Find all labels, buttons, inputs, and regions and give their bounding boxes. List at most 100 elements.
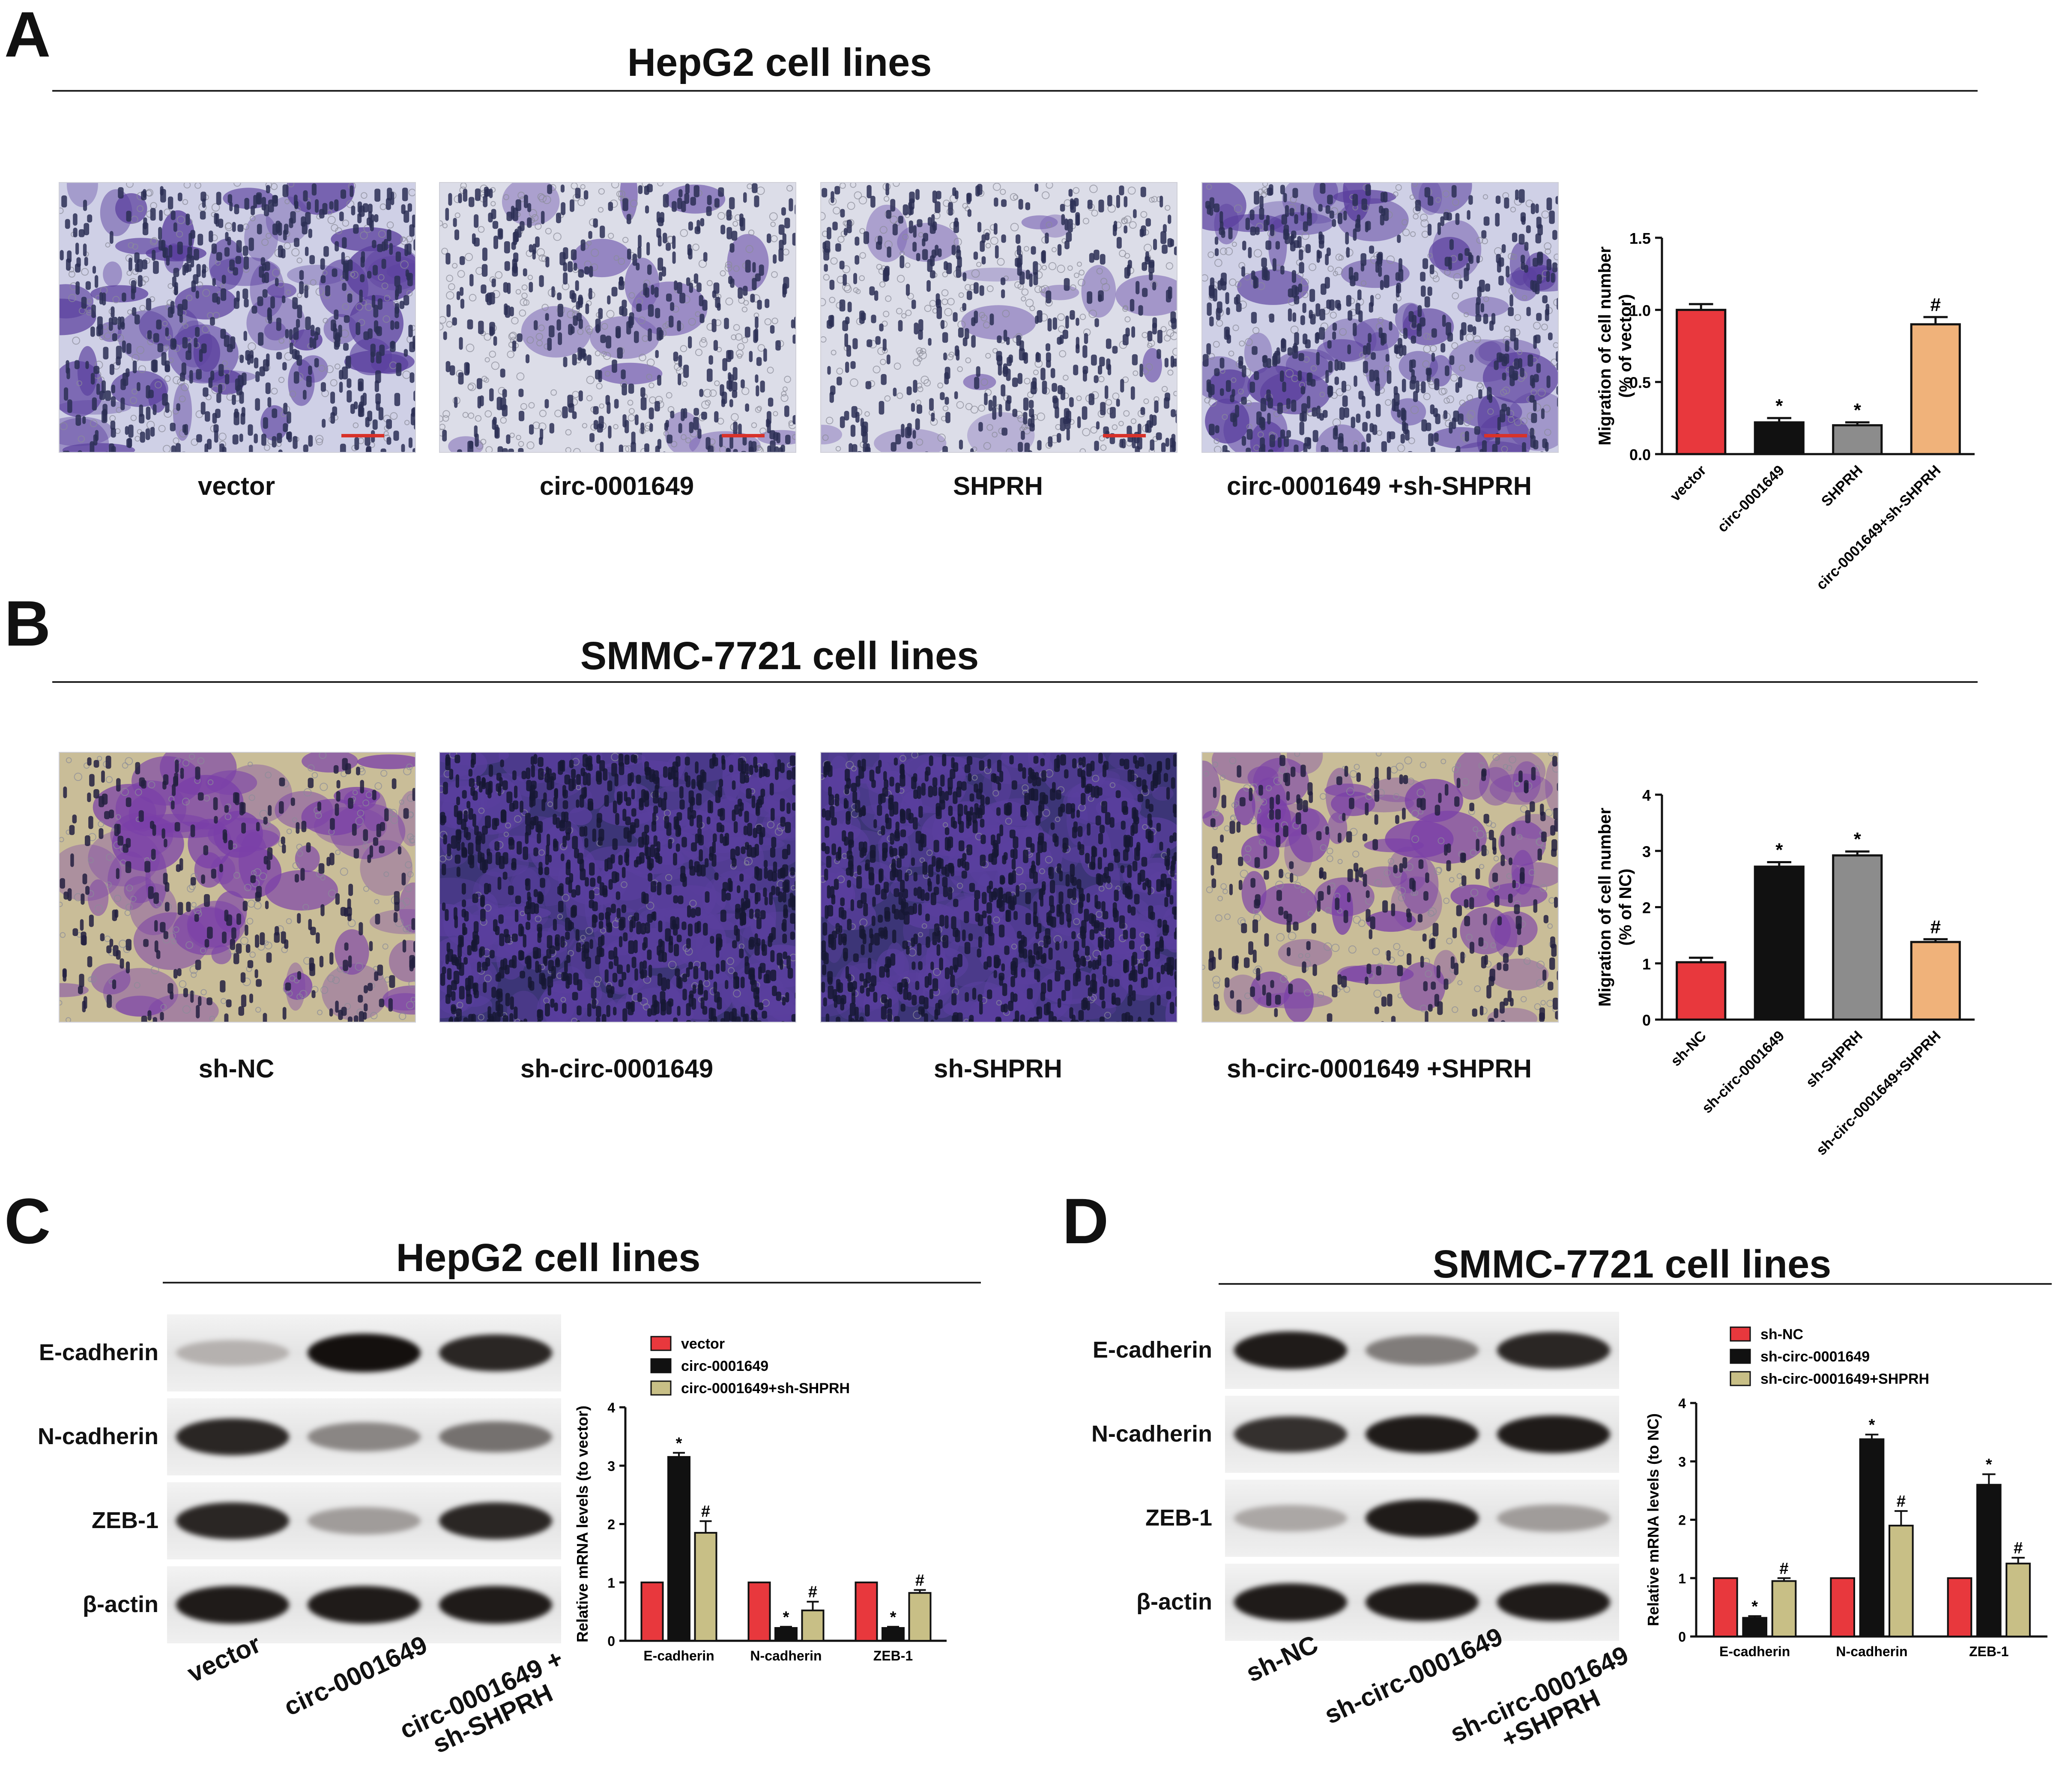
bar (774, 1627, 798, 1642)
y-tick-label: 2 (1642, 899, 1651, 917)
legend-swatch (650, 1380, 672, 1396)
significance-marker: * (783, 1608, 789, 1626)
micrograph-label: sh-circ-0001649 (520, 1054, 714, 1083)
blot-row-label: ZEB-1 (91, 1508, 158, 1533)
x-tick-label: sh-NC (1668, 1028, 1709, 1070)
y-tick-label: 0.5 (1629, 374, 1651, 392)
legend-label: sh-circ-0001649+SHPRH (1760, 1371, 1929, 1387)
blot-band (439, 1421, 552, 1453)
significance-marker: # (1897, 1493, 1906, 1511)
micrograph-2 (439, 182, 796, 453)
panel-letter-d: D (1062, 1185, 1109, 1257)
significance-marker: * (1854, 400, 1862, 421)
blot-band (1497, 1331, 1610, 1369)
blot-band (308, 1334, 421, 1372)
y-axis-label: Migration of cell number (% of NC) (1596, 808, 1635, 1006)
y-tick-label: 3 (1642, 843, 1651, 860)
micrograph-2-texture (440, 753, 795, 1022)
legend-label: sh-circ-0001649 (1760, 1349, 1870, 1365)
micrograph-label: sh-circ-0001649 +SHPRH (1226, 1054, 1532, 1083)
micrograph-4 (1201, 752, 1559, 1023)
panel-c-title: HepG2 cell lines (396, 1236, 701, 1280)
bar (1889, 1525, 1914, 1637)
significance-marker: # (915, 1571, 924, 1589)
bar (2005, 1562, 2031, 1637)
blot-band (439, 1502, 552, 1539)
micrograph-label: circ-0001649 +sh-SHPRH (1226, 472, 1532, 500)
scale-bar (1484, 434, 1527, 437)
blot-band (1234, 1505, 1348, 1532)
blot-band (439, 1334, 552, 1371)
blot-row-label: β-actin (1136, 1589, 1212, 1615)
significance-marker: # (808, 1583, 817, 1601)
micrograph-label: sh-NC (198, 1054, 275, 1083)
blot-band (1497, 1504, 1610, 1532)
panel-letter-c: C (4, 1185, 51, 1257)
bar (801, 1610, 825, 1642)
bar (747, 1581, 771, 1642)
bar (1742, 1617, 1767, 1638)
x-tick-label: sh-circ-0001649 (1699, 1028, 1787, 1116)
blot-band (1234, 1583, 1348, 1621)
bar (1947, 1577, 1972, 1637)
blot-band (1234, 1331, 1348, 1369)
significance-marker: * (1854, 829, 1862, 850)
blot-band (1366, 1499, 1479, 1537)
x-tick-label: sh-circ-0001649+SHPRH (1813, 1028, 1944, 1159)
micrograph-3-texture (821, 183, 1177, 452)
y-tick-label: 1 (607, 1575, 615, 1591)
panel-c-chart: vector circ-0001649 circ-0001649+sh-SHPRH 0… (565, 1324, 951, 1675)
bar (1910, 323, 1961, 455)
micrograph-3 (820, 182, 1177, 453)
legend-swatch (1730, 1349, 1751, 1364)
y-tick-label: 1.5 (1629, 230, 1651, 247)
panel-a-chart: 0.0 0.5 1.0 1.5 Migration of cell number (% o… (1585, 206, 2013, 617)
significance-marker: # (1779, 1560, 1788, 1578)
y-tick-label: 4 (1642, 787, 1651, 804)
bar (640, 1581, 664, 1642)
bar (1910, 941, 1961, 1021)
bar (1676, 308, 1727, 455)
blot-band (176, 1340, 290, 1366)
legend-swatch (1730, 1371, 1751, 1386)
x-tick-label: SHPRH (1818, 462, 1866, 510)
significance-marker: * (1986, 1456, 1992, 1474)
panel-letter-a: A (4, 0, 51, 70)
y-axis-label: Relative mRNA levels (to NC) (1644, 1413, 1662, 1626)
legend-label: circ-0001649+sh-SHPRH (681, 1380, 850, 1397)
bar (1713, 1577, 1738, 1637)
panel-d-rule (1219, 1283, 2052, 1285)
bar (667, 1456, 690, 1642)
micrograph-2 (439, 752, 796, 1023)
micrograph-1 (59, 752, 416, 1023)
scale-bar (722, 434, 765, 437)
blot-row-label: N-cadherin (37, 1424, 158, 1449)
legend-label: circ-0001649 (681, 1358, 768, 1374)
blot-row-label: β-actin (83, 1592, 158, 1617)
bar (855, 1581, 878, 1642)
panel-d-title: SMMC-7721 cell lines (1432, 1242, 1832, 1286)
bar (1832, 854, 1883, 1021)
panel-a-rule (52, 90, 1978, 92)
panel-b-chart: 0 1 2 3 4 Migration of cell number (% of NC) sh… (1585, 771, 2013, 1195)
micrograph-4-texture (1202, 183, 1558, 452)
significance-marker: * (1751, 1598, 1758, 1615)
y-tick-label: 1 (1678, 1571, 1686, 1586)
significance-marker: # (1930, 916, 1941, 937)
bar (1676, 961, 1727, 1021)
micrograph-2-texture (440, 183, 795, 452)
bar (908, 1592, 932, 1642)
panel-b-rule (52, 681, 1978, 683)
blot-band (308, 1586, 421, 1624)
x-tick-label: N-cadherin (1836, 1644, 1907, 1659)
blot-band (308, 1422, 421, 1452)
micrograph-3 (820, 752, 1177, 1023)
blot-row-label: E-cadherin (39, 1340, 158, 1365)
bar (694, 1532, 717, 1642)
panel-d-bar-chart: sh-NC sh-circ-0001649 sh-circ-0001649+SHPR… (1644, 1326, 2047, 1659)
significance-marker: * (1775, 840, 1783, 861)
y-axis-label: Relative mRNA levels (to vector) (574, 1406, 591, 1642)
bar (1859, 1438, 1885, 1637)
significance-marker: * (1775, 395, 1783, 416)
